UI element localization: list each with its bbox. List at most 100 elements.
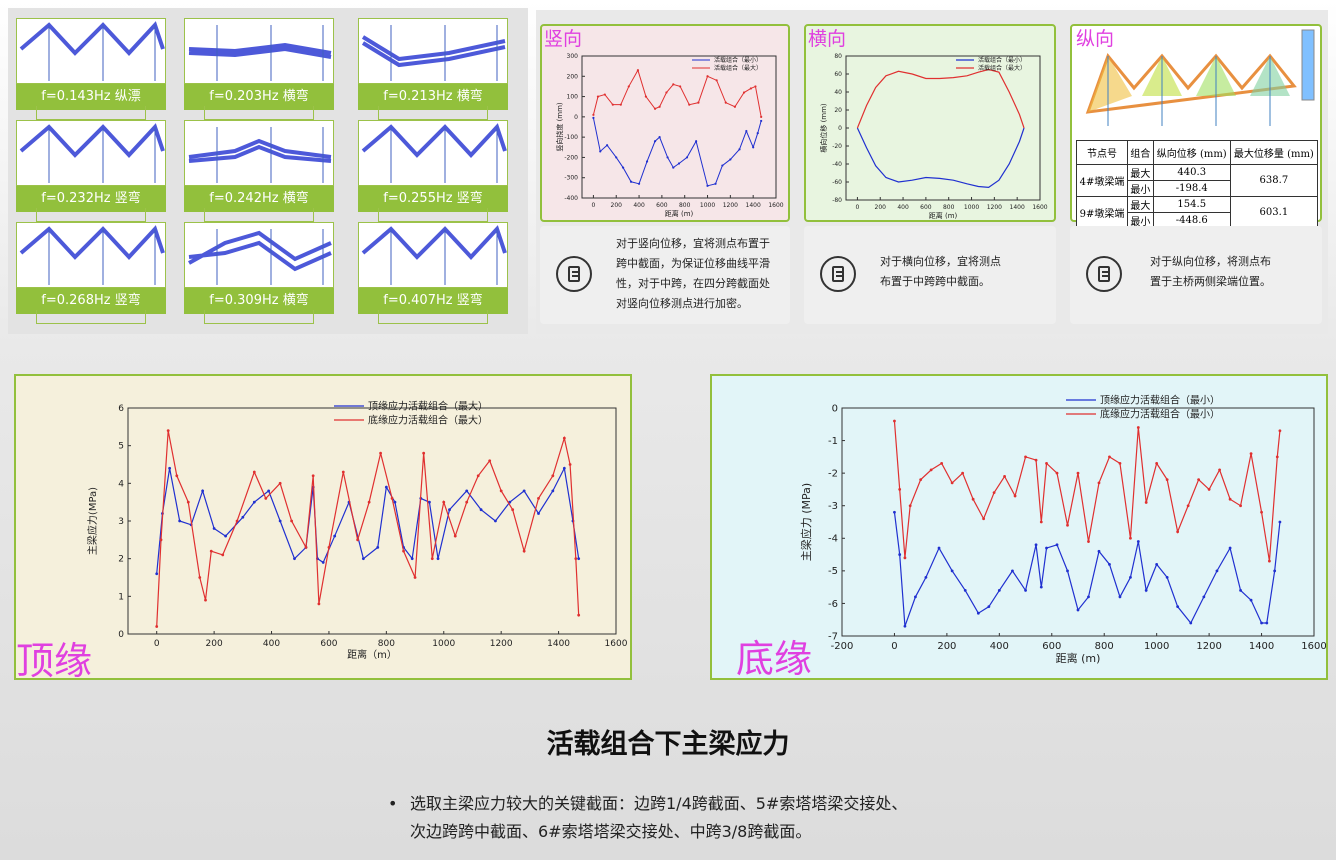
data-point xyxy=(321,561,325,564)
mode-shape-image xyxy=(184,120,334,186)
y-tick-label: -20 xyxy=(832,143,842,150)
data-point xyxy=(390,497,394,500)
data-point xyxy=(685,156,689,159)
note-line: 对于竖向位移，宜将测点布置于 xyxy=(616,237,770,250)
note-line: 置于主桥两侧梁端位置。 xyxy=(1150,275,1271,288)
data-point xyxy=(204,598,207,602)
data-point xyxy=(241,515,245,519)
bottom-stress-chart: -200 0 200 400 600 800 1000 1200 1400 1600 0 -1 -2 -3… xyxy=(799,393,1327,665)
data-point xyxy=(168,466,172,470)
data-point xyxy=(636,69,640,72)
mode-shape-image xyxy=(358,18,508,84)
data-point xyxy=(511,508,515,512)
data-point xyxy=(950,481,954,485)
data-point xyxy=(155,572,159,576)
data-point xyxy=(476,474,480,478)
plot-frame xyxy=(127,407,617,635)
data-point xyxy=(1066,569,1069,573)
x-tick-label: 800 xyxy=(1095,641,1114,652)
data-point xyxy=(914,595,917,599)
data-point xyxy=(402,549,405,553)
longitudinal-note: 对于纵向位移，将测点布 置于主桥两侧梁端位置。 xyxy=(1070,226,1322,324)
document-icon xyxy=(556,256,592,292)
plot-frame xyxy=(581,55,777,199)
data-point xyxy=(1118,595,1122,599)
x-axis-label: 距离 (m) xyxy=(665,209,694,218)
x-tick-label: 1400 xyxy=(1249,641,1274,652)
data-point xyxy=(596,95,600,98)
mode-shape-image xyxy=(16,18,166,84)
data-point xyxy=(982,517,985,521)
x-tick-label: 1600 xyxy=(605,639,628,649)
data-point xyxy=(1155,461,1159,465)
data-point xyxy=(1076,471,1080,475)
longitudinal-model-image xyxy=(1085,29,1315,126)
data-point xyxy=(311,474,315,478)
x-tick-label: 1000 xyxy=(964,204,979,211)
x-tick-label: 1600 xyxy=(768,202,783,209)
data-point xyxy=(1076,608,1080,612)
data-point xyxy=(619,103,622,106)
data-point xyxy=(1066,523,1069,527)
data-point xyxy=(893,510,896,514)
y-axis-label: 主梁应力 (MPa) xyxy=(799,483,813,561)
data-point xyxy=(961,471,965,475)
table-header: 组合 xyxy=(1127,140,1154,165)
series-line xyxy=(856,68,1025,129)
data-point xyxy=(997,589,1001,592)
data-point xyxy=(1055,543,1059,547)
data-point xyxy=(1144,589,1148,592)
series-line xyxy=(156,430,580,627)
y-tick-label: 60 xyxy=(834,71,842,78)
y-axis-label: 横向位移 (mm) xyxy=(819,103,828,153)
data-point xyxy=(645,160,649,163)
x-tick-label: 400 xyxy=(633,202,645,209)
data-point xyxy=(1249,598,1253,602)
caption-bracket xyxy=(36,208,146,222)
mode-shape-image xyxy=(16,222,166,288)
mode-shape-image xyxy=(16,120,166,186)
data-point xyxy=(903,624,907,628)
data-point xyxy=(1228,497,1232,501)
x-tick-label: 1200 xyxy=(490,639,513,649)
data-point xyxy=(665,91,668,94)
data-point xyxy=(1273,569,1277,573)
legend-label: 活载组合（最大） xyxy=(714,64,762,72)
data-point xyxy=(212,527,216,530)
data-point xyxy=(898,553,902,556)
data-point xyxy=(430,557,434,561)
table-row: 9#墩梁端 最大 154.5 603.1 xyxy=(1075,196,1319,229)
data-point xyxy=(679,85,682,88)
caption-bracket xyxy=(378,106,488,120)
table-cell-combo: 最大 xyxy=(1127,196,1154,213)
data-point xyxy=(304,545,308,549)
data-point xyxy=(733,105,737,108)
data-point xyxy=(738,148,741,151)
data-point xyxy=(592,113,595,116)
data-point xyxy=(721,164,724,167)
data-point xyxy=(1055,471,1059,475)
table-header: 节点号 xyxy=(1075,140,1129,165)
y-tick-label: -40 xyxy=(832,161,842,168)
data-point xyxy=(1275,455,1279,459)
data-point xyxy=(537,497,540,500)
data-point xyxy=(672,166,675,169)
bullet-line-1: 选取主梁应力较大的关键截面：边跨1/4跨截面、5#索塔塔梁交接处、 xyxy=(410,794,908,813)
legend-label: 底缘应力活载组合（最小） xyxy=(1100,407,1220,420)
y-tick-label: -4 xyxy=(828,534,838,545)
data-point xyxy=(1034,458,1038,462)
data-point xyxy=(908,504,912,508)
data-point xyxy=(290,519,294,523)
y-tick-label: -6 xyxy=(828,599,838,610)
x-tick-label: 600 xyxy=(656,202,668,209)
y-tick-label: 4 xyxy=(118,479,124,489)
data-point xyxy=(706,184,709,187)
x-tick-label: 800 xyxy=(943,204,955,211)
data-point xyxy=(317,602,321,606)
y-axis-label: 竖向挠度 (mm) xyxy=(555,102,564,152)
data-point xyxy=(393,500,397,504)
data-point xyxy=(198,576,202,579)
data-point xyxy=(606,144,609,147)
data-point xyxy=(413,576,417,579)
top-stress-label: 顶缘 xyxy=(16,639,93,683)
